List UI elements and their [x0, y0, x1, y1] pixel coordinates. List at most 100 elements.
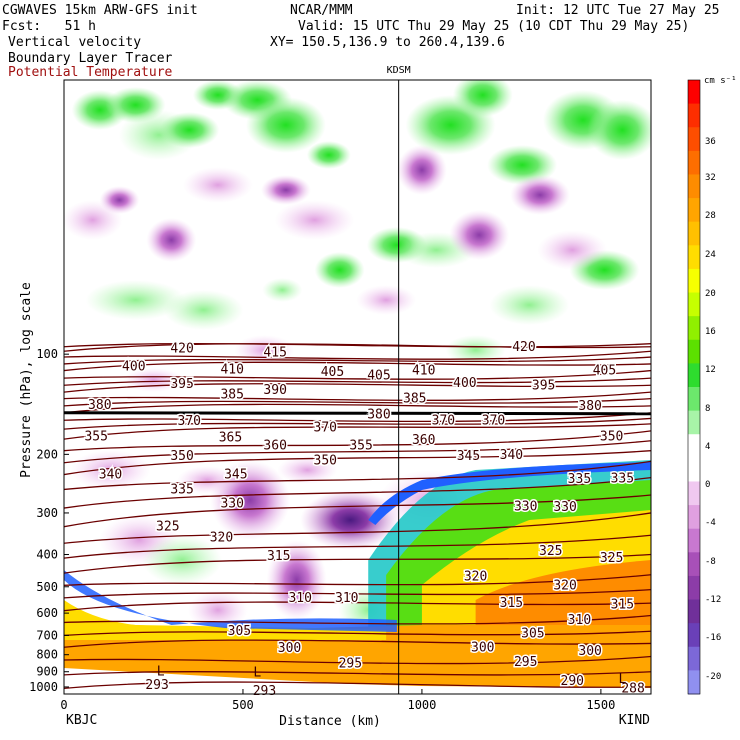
field-boundary-layer-tracer: Boundary Layer Tracer [8, 51, 173, 66]
theta-contour [64, 681, 651, 690]
terrain [64, 668, 651, 694]
right-station-label: KIND [619, 713, 650, 728]
colorbar-swatch [688, 245, 700, 270]
theta-label: 330 [514, 500, 537, 515]
colorbar-swatch [688, 221, 700, 246]
velocity-blob [487, 145, 558, 185]
colorbar-swatch [688, 387, 700, 412]
colorbar-swatch [688, 457, 700, 482]
y-axis-label: Pressure (hPa), log scale [19, 282, 34, 478]
colorbar-swatch [688, 80, 700, 105]
theta-contour [64, 356, 651, 365]
theta-contours [64, 342, 651, 690]
colorbar-tick-label: 4 [705, 442, 710, 452]
theta-label: 315 [500, 596, 523, 611]
colorbar-tick-label: 12 [705, 365, 716, 375]
theta-label: 395 [532, 378, 555, 393]
theta-label: 295 [514, 655, 537, 670]
vertical-velocity-field [64, 80, 651, 694]
colorbar-swatch [688, 646, 700, 671]
theta-label: 325 [600, 551, 623, 566]
velocity-blob [64, 200, 123, 240]
theta-label: 325 [156, 519, 179, 534]
theta-label: 335 [568, 472, 591, 487]
theta-label: 330 [553, 500, 576, 515]
velocity-blob [210, 460, 291, 540]
theta-label: 350 [170, 449, 193, 464]
theta-contour [64, 343, 651, 352]
colorbar-swatch [688, 127, 700, 152]
theta-contour [64, 397, 651, 407]
theta-label: 385 [403, 392, 426, 407]
theta-label: 365 [219, 431, 242, 446]
colorbar-frame [687, 79, 701, 695]
theta-label: 405 [367, 369, 390, 384]
colorbar-tick-label: 8 [705, 404, 710, 414]
init-time: Init: 12 UTC Tue 27 May 25 [516, 3, 720, 18]
theta-contour [64, 655, 651, 665]
theta-label: 310 [568, 613, 591, 628]
theta-contour [64, 403, 651, 414]
velocity-blob [510, 175, 571, 215]
axes: 0 500 1000 15001002003004005006007008009001… [29, 347, 615, 712]
field-potential-temperature: Potential Temperature [8, 65, 173, 80]
theta-contour [64, 601, 651, 612]
theta-label: 355 [84, 430, 107, 445]
theta-label: 305 [228, 624, 251, 639]
velocity-blob [85, 280, 186, 320]
velocity-blob [274, 200, 355, 240]
colorbar-tick-label: -8 [705, 557, 716, 567]
theta-label: 320 [553, 578, 576, 593]
theta-label: 370 [314, 420, 337, 435]
velocity-blob [356, 285, 417, 315]
theta-label: 390 [263, 383, 286, 398]
colorbar-tick-label: -4 [705, 518, 716, 528]
theta-contour [64, 639, 651, 648]
theta-label: 340 [500, 448, 523, 463]
y-tick-label: 700 [36, 628, 58, 642]
theta-contour [64, 512, 651, 544]
theta-label: 410 [220, 362, 243, 377]
y-tick-label: 400 [36, 548, 58, 562]
colorbar-swatch [688, 552, 700, 577]
colorbar-swatch [688, 434, 700, 459]
velocity-blob [587, 100, 651, 160]
colorbar-tick-label: 36 [705, 137, 716, 147]
theta-contour [64, 342, 651, 348]
colorbar-swatch [688, 481, 700, 506]
theta-contour [64, 460, 651, 491]
xy-range: XY= 150.5,136.9 to 260.4,139.6 [270, 35, 505, 50]
y-tick-label: 200 [36, 447, 58, 461]
y-tick-label: 800 [36, 648, 58, 662]
colorbar-tick-label: -12 [705, 595, 721, 605]
colorbar-tick-label: 32 [705, 173, 716, 183]
valid-time: Valid: 15 UTC Thu 29 May 25 (10 CDT Thu … [298, 19, 690, 34]
x-tick-label: 1000 [407, 698, 436, 712]
theta-contour [64, 630, 651, 637]
colorbar-tick-label: 28 [705, 211, 716, 221]
theta-labels: 420 415 420 400 410 405 405 410 405 395 385 390 400 3… [83, 338, 646, 700]
theta-label: 370 [482, 413, 505, 428]
low-marker: L [618, 672, 626, 687]
velocity-blob [300, 490, 401, 550]
theta-contour [64, 494, 651, 528]
colorbar-swatch [688, 528, 700, 553]
theta-label: 420 [512, 340, 535, 355]
velocity-blob [489, 285, 570, 325]
left-station-label: KBJC [66, 713, 97, 728]
model-title: CGWAVES 15km ARW-GFS init [2, 3, 198, 18]
velocity-blob [182, 167, 253, 203]
colorbar-tick-label: -16 [705, 633, 721, 643]
theta-label: 360 [263, 438, 286, 453]
colorbar-swatch [688, 292, 700, 317]
theta-label: 335 [611, 471, 634, 486]
forecast-hour: Fcst: 51 h [2, 19, 96, 34]
theta-contour [64, 614, 651, 625]
theta-label: 385 [220, 387, 243, 402]
theta-label: 360 [412, 433, 435, 448]
colorbar-swatch [688, 575, 700, 601]
theta-contour [64, 412, 651, 423]
theta-label: 325 [539, 544, 562, 559]
x-tick-label: 0 [60, 698, 67, 712]
velocity-blob [245, 97, 326, 153]
